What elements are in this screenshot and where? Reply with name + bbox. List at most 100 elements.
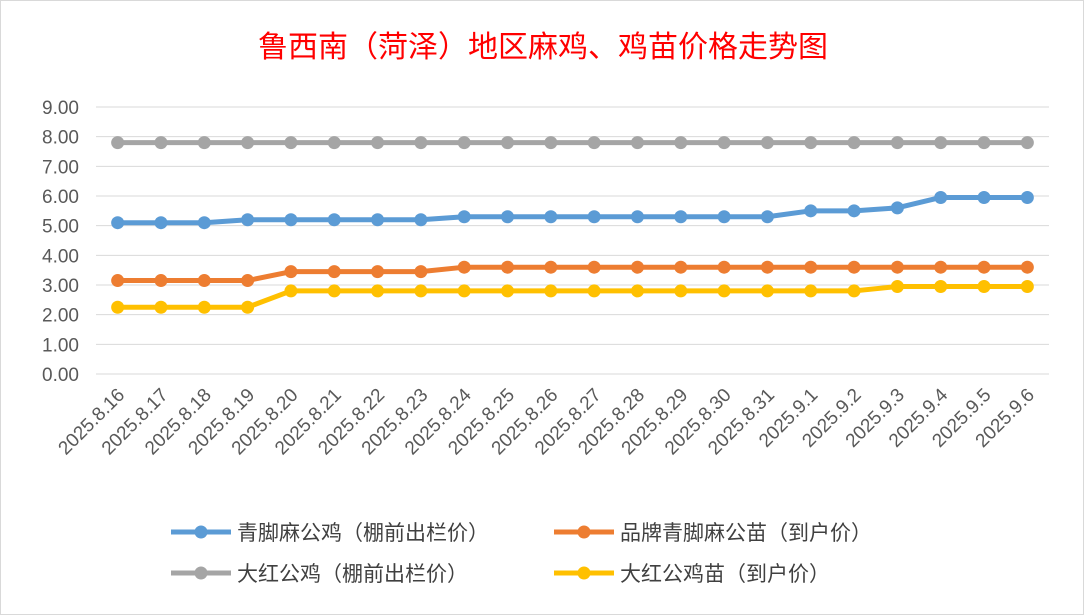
data-point [544,260,558,274]
legend-entry: 青脚麻公鸡（棚前出栏价） [171,521,489,545]
series-0 [111,190,1034,230]
data-point [284,136,298,150]
data-point [804,204,818,218]
data-point [717,210,731,224]
data-point [414,136,428,150]
data-point [674,136,688,150]
data-point [284,284,298,298]
data-point [501,284,515,298]
y-tick-label: 8.00 [42,128,79,149]
data-point [241,136,255,150]
data-point [630,260,644,274]
data-point [760,210,774,224]
legend-label: 青脚麻公鸡（棚前出栏价） [237,521,489,545]
data-point [717,136,731,150]
data-point [284,265,298,279]
data-point [457,284,471,298]
data-point [154,216,168,230]
legend-marker [194,566,208,580]
y-tick-label: 3.00 [42,276,79,297]
legend-entry: 大红公鸡（棚前出栏价） [171,562,468,586]
data-point [587,260,601,274]
y-tick-label: 9.00 [42,98,79,119]
data-point [1020,260,1034,274]
data-point [371,213,385,227]
legend-marker [194,525,208,539]
data-point [674,284,688,298]
legend-label: 品牌青脚麻公苗（到户价） [620,521,872,545]
data-point [1020,279,1034,293]
data-point [934,190,948,204]
data-point [457,260,471,274]
y-tick-label: 6.00 [42,187,79,208]
legend-label: 大红公鸡（棚前出栏价） [237,562,468,586]
data-point [327,265,341,279]
data-point [804,284,818,298]
data-point [371,136,385,150]
chart-title: 鲁西南（菏泽）地区麻鸡、鸡苗价格走势图 [258,30,828,65]
data-point [674,260,688,274]
data-point [587,284,601,298]
data-point [371,265,385,279]
data-point [154,274,168,288]
data-point [111,300,125,314]
data-point [501,210,515,224]
y-tick-label: 5.00 [42,217,79,238]
x-axis-tick-labels: 2025.8.162025.8.172025.8.182025.8.192025… [55,384,1039,459]
data-point [630,136,644,150]
data-point [760,136,774,150]
legend-entry: 品牌青脚麻公苗（到户价） [554,521,872,545]
y-axis-tick-labels: 0.00 1.00 2.00 3.00 4.00 5.00 6.00 7.00 8.00 9.00 [42,98,79,386]
data-point [587,136,601,150]
data-point [1020,136,1034,150]
series-2 [111,136,1034,150]
data-point [197,136,211,150]
data-point [501,260,515,274]
data-point [890,201,904,215]
data-point [457,210,471,224]
data-point [544,210,558,224]
data-point [760,260,774,274]
data-point [111,274,125,288]
y-tick-label: 1.00 [42,335,79,356]
data-point [544,136,558,150]
data-point [890,260,904,274]
data-point [847,204,861,218]
legend-label: 大红公鸡苗（到户价） [620,562,830,586]
data-point [154,136,168,150]
gridlines [96,106,1049,375]
series-lines [111,136,1034,314]
data-point [284,213,298,227]
data-point [544,284,558,298]
data-point [804,136,818,150]
data-point [241,274,255,288]
data-point [1020,190,1034,204]
data-point [674,210,688,224]
data-point [197,274,211,288]
data-point [587,210,601,224]
data-point [457,136,471,150]
data-point [760,284,774,298]
data-point [804,260,818,274]
data-point [327,213,341,227]
legend: 青脚麻公鸡（棚前出栏价） 品牌青脚麻公苗（到户价） 大红公鸡（棚前出栏价） 大红公鸡苗… [171,521,872,586]
data-point [327,136,341,150]
series-line [117,283,1028,310]
data-point [241,300,255,314]
data-point [890,279,904,293]
series-1 [111,260,1034,288]
data-point [111,136,125,150]
data-point [977,279,991,293]
y-tick-label: 7.00 [42,157,79,178]
series-line [117,264,1028,284]
data-point [977,260,991,274]
data-point [847,284,861,298]
data-point [717,260,731,274]
data-point [414,284,428,298]
legend-marker [577,566,591,580]
data-point [197,300,211,314]
legend-marker [577,525,591,539]
y-tick-label: 0.00 [42,365,79,386]
data-point [630,210,644,224]
